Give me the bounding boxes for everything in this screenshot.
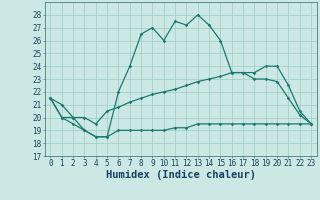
X-axis label: Humidex (Indice chaleur): Humidex (Indice chaleur) <box>106 170 256 180</box>
